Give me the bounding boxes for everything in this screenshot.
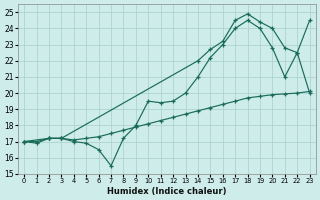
X-axis label: Humidex (Indice chaleur): Humidex (Indice chaleur) (107, 187, 227, 196)
